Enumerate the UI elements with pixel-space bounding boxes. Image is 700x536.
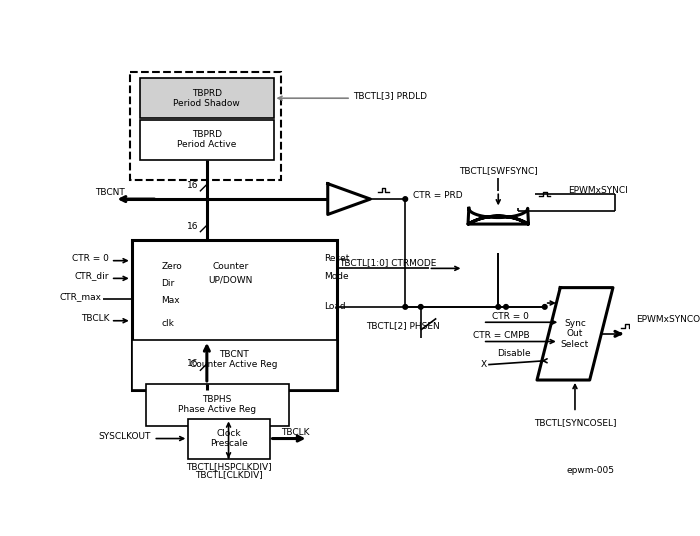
Polygon shape bbox=[468, 209, 528, 224]
Circle shape bbox=[403, 197, 407, 202]
Bar bbox=[132, 340, 337, 390]
Text: TBCTL[HSPCLKDIV]: TBCTL[HSPCLKDIV] bbox=[186, 461, 272, 471]
Text: Clock
Prescale: Clock Prescale bbox=[210, 429, 247, 448]
Text: Load: Load bbox=[324, 302, 346, 311]
Text: TBPRD
Period Shadow: TBPRD Period Shadow bbox=[174, 88, 240, 108]
Polygon shape bbox=[328, 184, 370, 214]
Text: TBCLK: TBCLK bbox=[80, 314, 109, 323]
Text: EPWMxSYNCO: EPWMxSYNCO bbox=[636, 316, 700, 324]
Text: SYSCLKOUT: SYSCLKOUT bbox=[99, 431, 151, 441]
Text: 16: 16 bbox=[187, 182, 198, 190]
Circle shape bbox=[504, 304, 508, 309]
Text: TBCTL[2] PHSEN: TBCTL[2] PHSEN bbox=[367, 322, 440, 331]
Text: TBCTL[3] PRDLD: TBCTL[3] PRDLD bbox=[354, 92, 427, 100]
Text: TBPRD
Period Active: TBPRD Period Active bbox=[177, 130, 237, 150]
Text: EPWMxSYNCI: EPWMxSYNCI bbox=[568, 186, 628, 195]
Text: UP/DOWN: UP/DOWN bbox=[209, 276, 253, 285]
Text: CTR_dir: CTR_dir bbox=[75, 272, 109, 280]
Text: 16: 16 bbox=[187, 221, 198, 230]
Text: Mode: Mode bbox=[324, 272, 349, 280]
Bar bbox=[130, 72, 281, 180]
Text: CTR = PRD: CTR = PRD bbox=[413, 191, 463, 200]
Bar bbox=[132, 240, 337, 390]
Text: TBCNT
Counter Active Reg: TBCNT Counter Active Reg bbox=[190, 349, 278, 369]
Circle shape bbox=[542, 304, 547, 309]
Text: TBPHS
Phase Active Reg: TBPHS Phase Active Reg bbox=[178, 395, 256, 414]
Bar bbox=[188, 419, 270, 459]
Text: Max: Max bbox=[161, 296, 180, 305]
Text: Disable: Disable bbox=[497, 349, 531, 359]
Text: TBCLK: TBCLK bbox=[281, 428, 309, 437]
Text: CTR = CMPB: CTR = CMPB bbox=[473, 331, 529, 340]
Text: TBCNT: TBCNT bbox=[95, 189, 125, 197]
Circle shape bbox=[403, 304, 407, 309]
Text: Counter: Counter bbox=[213, 262, 249, 271]
Text: TBCTL[SWFSYNC]: TBCTL[SWFSYNC] bbox=[459, 166, 538, 175]
Text: 16: 16 bbox=[187, 359, 198, 368]
Polygon shape bbox=[537, 288, 613, 380]
Circle shape bbox=[496, 304, 500, 309]
Text: TBCTL[SYNCOSEL]: TBCTL[SYNCOSEL] bbox=[533, 418, 616, 427]
Bar bbox=[146, 384, 289, 426]
Circle shape bbox=[419, 304, 423, 309]
Text: CTR = 0: CTR = 0 bbox=[492, 312, 529, 322]
Text: Reset: Reset bbox=[324, 254, 349, 263]
Text: X: X bbox=[480, 360, 486, 369]
Text: TBCTL[1:0] CTRMODE: TBCTL[1:0] CTRMODE bbox=[339, 258, 436, 267]
Bar bbox=[140, 78, 274, 118]
Bar bbox=[140, 120, 274, 160]
Text: TBCTL[CLKDIV]: TBCTL[CLKDIV] bbox=[195, 470, 262, 479]
Text: CTR = 0: CTR = 0 bbox=[72, 254, 109, 263]
Text: CTR_max: CTR_max bbox=[60, 292, 102, 301]
Text: Sync
Out
Select: Sync Out Select bbox=[561, 319, 589, 349]
Text: clk: clk bbox=[161, 318, 174, 327]
Text: epwm-005: epwm-005 bbox=[566, 466, 615, 475]
Text: Zero: Zero bbox=[161, 262, 182, 271]
Text: Dir: Dir bbox=[161, 279, 174, 288]
